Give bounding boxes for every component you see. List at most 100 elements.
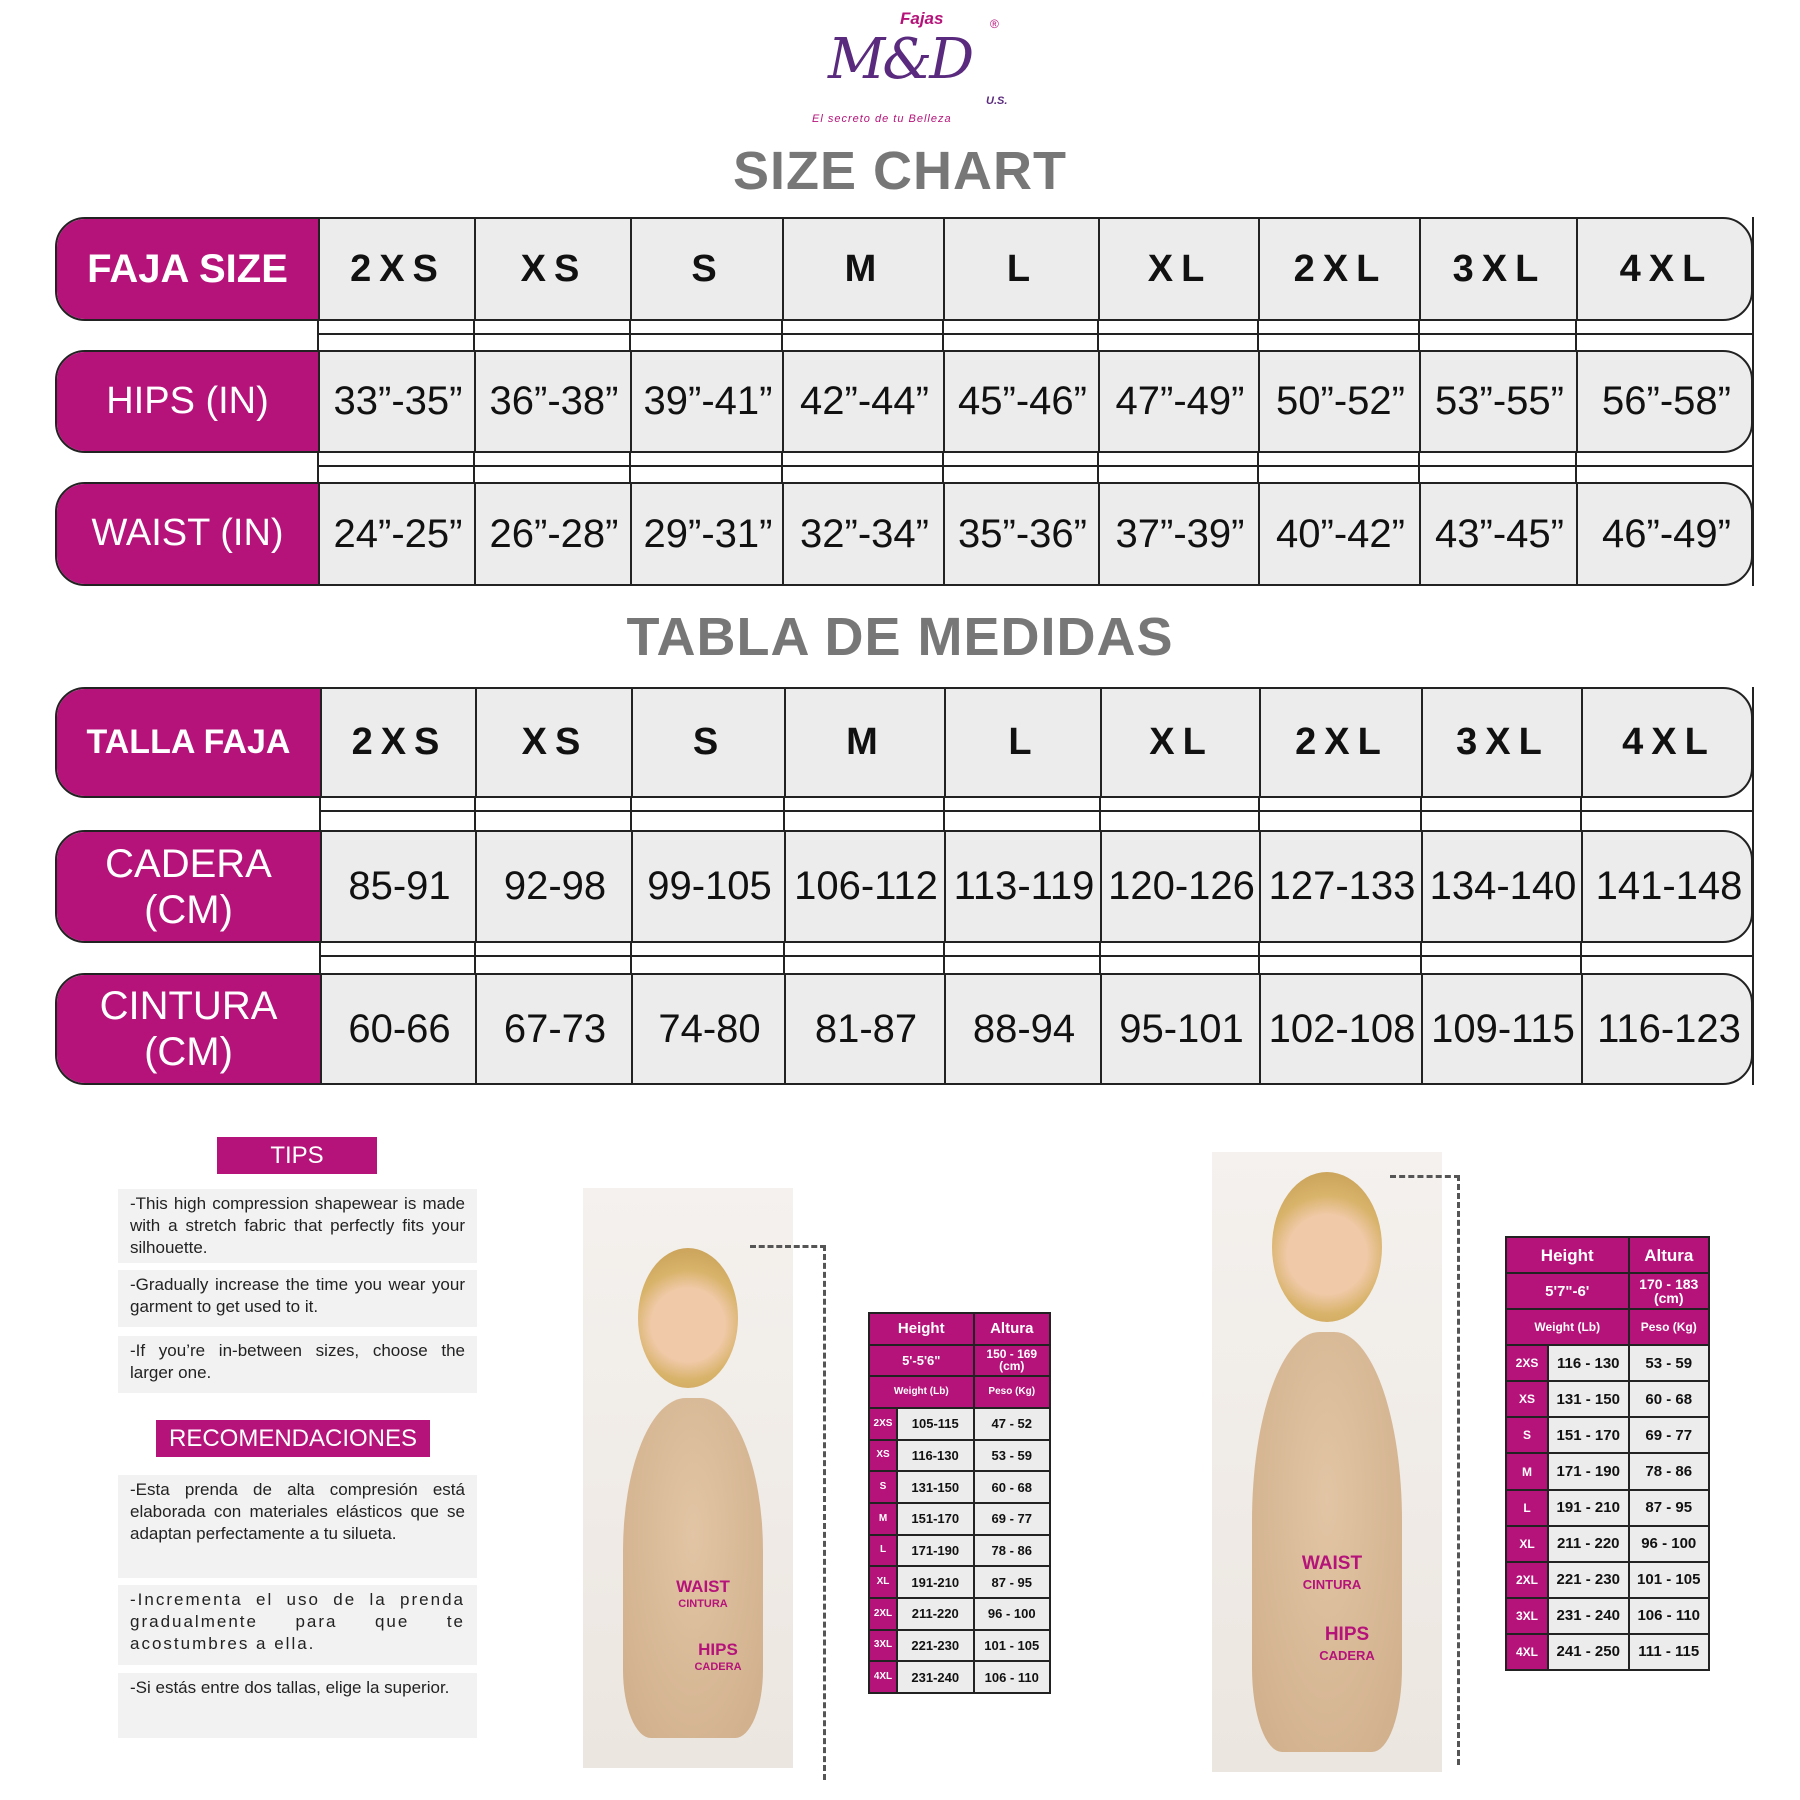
- height-table-cell: 53 - 59: [1629, 1346, 1708, 1381]
- table-cell: 36”-38”: [474, 352, 632, 451]
- table-cell: XL: [1100, 689, 1261, 796]
- column-divider: [1752, 687, 1754, 1085]
- tabla-table: TALLA FAJA 2XS XS S M L XL 2XL 3XL 4XL CADERA (CM)…: [55, 687, 1754, 1085]
- table-cell: 46”-49”: [1576, 484, 1751, 584]
- height-table-cell: 69 - 77: [974, 1503, 1049, 1534]
- table-cell: M: [782, 219, 945, 319]
- height-table-cell: 60 - 68: [1629, 1382, 1708, 1417]
- waist-label: WAIST: [676, 1577, 730, 1596]
- table-cell: 40”-42”: [1258, 484, 1421, 584]
- tip-item: -Gradually increase the time you wear yo…: [118, 1270, 477, 1327]
- column-divider: [1752, 217, 1754, 586]
- height-table-cell: 171 - 190: [1549, 1454, 1628, 1489]
- model-photo-right: WAIST CINTURA HIPS CADERA: [1212, 1152, 1442, 1772]
- row-label: WAIST (IN): [57, 484, 320, 584]
- table-cell: 2XL: [1259, 689, 1423, 796]
- table-cell: S: [631, 689, 786, 796]
- height-table-cell: Peso (Kg): [1629, 1310, 1708, 1345]
- height-table-cell: 191 - 210: [1549, 1490, 1628, 1525]
- cadera-label: CADERA: [694, 1661, 742, 1673]
- table-cell: 4XL: [1576, 219, 1751, 319]
- model-photo-left: WAIST CINTURA HIPS CADERA: [583, 1188, 793, 1768]
- height-table-cell: 221 - 230: [1549, 1562, 1628, 1597]
- height-table-cell: 231-240: [898, 1662, 973, 1692]
- height-table-cell: 69 - 77: [1629, 1418, 1708, 1453]
- height-table-cell: S: [870, 1472, 896, 1502]
- table-cell: 88-94: [944, 975, 1102, 1083]
- height-table-cell: 150 - 169 (cm): [974, 1345, 1049, 1376]
- table-cell: 33”-35”: [318, 352, 476, 451]
- table-cell: 26”-28”: [474, 484, 632, 584]
- table-cell: 99-105: [631, 832, 786, 941]
- table-cell: 50”-52”: [1258, 352, 1421, 451]
- height-table-cell: 2XS: [1507, 1346, 1547, 1381]
- hips-label: HIPS: [698, 1640, 738, 1659]
- table-cell: 45”-46”: [943, 352, 1100, 451]
- cintura-label: CINTURA: [678, 1598, 728, 1610]
- height-table-cell: 116 - 130: [1549, 1346, 1628, 1381]
- model-body: [1252, 1332, 1402, 1752]
- waist-label: WAIST: [1301, 1553, 1363, 1574]
- table-row: TALLA FAJA 2XS XS S M L XL 2XL 3XL 4XL: [55, 687, 1753, 798]
- height-table-cell: 4XL: [1507, 1634, 1547, 1669]
- height-table-cell: 131-150: [898, 1472, 973, 1502]
- height-table-cell: 231 - 240: [1549, 1598, 1628, 1633]
- height-table-cell: Height: [870, 1314, 973, 1344]
- table-cell: 2XS: [320, 689, 477, 796]
- size-chart-title: SIZE CHART: [733, 141, 1067, 201]
- height-table-cell: XL: [1507, 1526, 1547, 1561]
- table-row: CINTURA (CM) 60-66 67-73 74-80 81-87 88-94 95-…: [55, 973, 1753, 1085]
- height-table-cell: Height: [1507, 1238, 1628, 1273]
- height-table-cell: 191-210: [898, 1567, 973, 1597]
- height-table-cell: 116-130: [898, 1440, 973, 1471]
- table-cell: L: [944, 689, 1102, 796]
- logo-md: M&D: [828, 27, 974, 92]
- row-label: CINTURA (CM): [57, 975, 322, 1083]
- table-cell: 35”-36”: [943, 484, 1100, 584]
- height-table-cell: 151-170: [898, 1503, 973, 1534]
- height-table-cell: 4XL: [870, 1662, 896, 1692]
- height-table-cell: 78 - 86: [974, 1535, 1049, 1566]
- table-cell: XS: [474, 219, 632, 319]
- recomendacion-item: -Esta prenda de alta compresión está ela…: [118, 1475, 477, 1578]
- dashed-bracket: [750, 1245, 826, 1780]
- dashed-bracket: [1390, 1175, 1460, 1765]
- height-table-cell: Altura: [1629, 1238, 1708, 1273]
- height-table-cell: 221-230: [898, 1630, 973, 1661]
- model-head: [638, 1248, 738, 1388]
- height-table-cell: 2XL: [870, 1598, 896, 1629]
- height-table-cell: Weight (Lb): [870, 1377, 973, 1407]
- recomendaciones-heading: RECOMENDACIONES: [156, 1420, 430, 1457]
- table-cell: 127-133: [1259, 832, 1423, 941]
- tip-item: -This high compression shapewear is made…: [118, 1189, 477, 1263]
- table-cell: 134-140: [1421, 832, 1583, 941]
- height-table-cell: Weight (Lb): [1507, 1310, 1628, 1345]
- table-cell: 24”-25”: [318, 484, 476, 584]
- height-table-cell: 106 - 110: [974, 1662, 1049, 1692]
- row-label: FAJA SIZE: [57, 219, 320, 319]
- table-cell: 2XS: [318, 219, 476, 319]
- height-table-cell: M: [1507, 1454, 1547, 1489]
- table-row: CADERA (CM) 85-91 92-98 99-105 106-112 113-11…: [55, 830, 1753, 943]
- height-table-short: Height Altura 5'-5'6" 150 - 169 (cm) Weight …: [868, 1312, 1051, 1694]
- table-cell: 106-112: [784, 832, 946, 941]
- height-table-cell: 5'7"-6': [1507, 1274, 1628, 1309]
- height-table-cell: 170 - 183 (cm): [1629, 1274, 1708, 1309]
- table-cell: 109-115: [1421, 975, 1583, 1083]
- cadera-label: CADERA: [1319, 1648, 1375, 1663]
- table-cell: 92-98: [475, 832, 633, 941]
- model-head: [1272, 1172, 1382, 1322]
- table-cell: 4XL: [1581, 689, 1751, 796]
- height-table-tall: Height Altura 5'7"-6' 170 - 183 (cm) Weight …: [1505, 1236, 1710, 1671]
- tip-item: -If you’re in-between sizes, choose the …: [118, 1336, 477, 1393]
- logo-us: U.S.: [986, 95, 1008, 107]
- height-table-cell: 96 - 100: [974, 1598, 1049, 1629]
- height-table-cell: M: [870, 1503, 896, 1534]
- size-chart-table: FAJA SIZE 2XS XS S M L XL 2XL 3XL 4XL HIPS (IN) 33”…: [55, 217, 1754, 586]
- table-cell: 39”-41”: [630, 352, 784, 451]
- table-cell: 116-123: [1581, 975, 1751, 1083]
- height-table-cell: 211 - 220: [1549, 1526, 1628, 1561]
- table-cell: 141-148: [1581, 832, 1751, 941]
- table-cell: 32”-34”: [782, 484, 945, 584]
- tips-heading: TIPS: [217, 1137, 377, 1174]
